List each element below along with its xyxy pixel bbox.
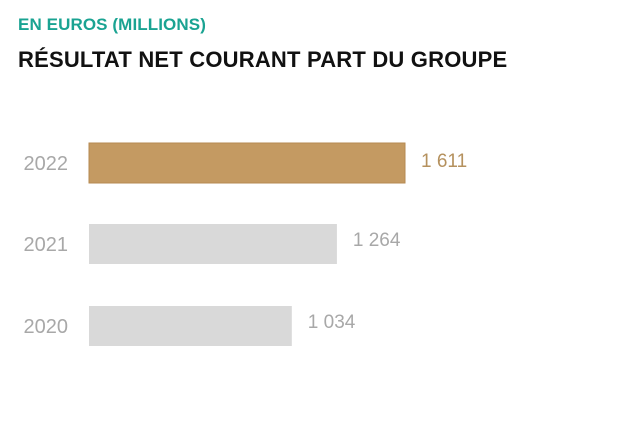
chart-subtitle: EN EUROS (MILLIONS) (18, 15, 206, 34)
bar-2022 (88, 142, 406, 184)
year-label-2020: 2020 (24, 316, 69, 338)
bar-2021 (89, 224, 337, 264)
chart-title: RÉSULTAT NET COURANT PART DU GROUPE (18, 47, 508, 72)
value-label-2021: 1 264 (353, 230, 401, 251)
year-label-2021: 2021 (24, 234, 69, 256)
value-label-2022: 1 611 (421, 151, 467, 172)
bar-2020 (89, 306, 292, 346)
year-label-2022: 2022 (24, 153, 69, 175)
value-label-2020: 1 034 (308, 312, 356, 333)
